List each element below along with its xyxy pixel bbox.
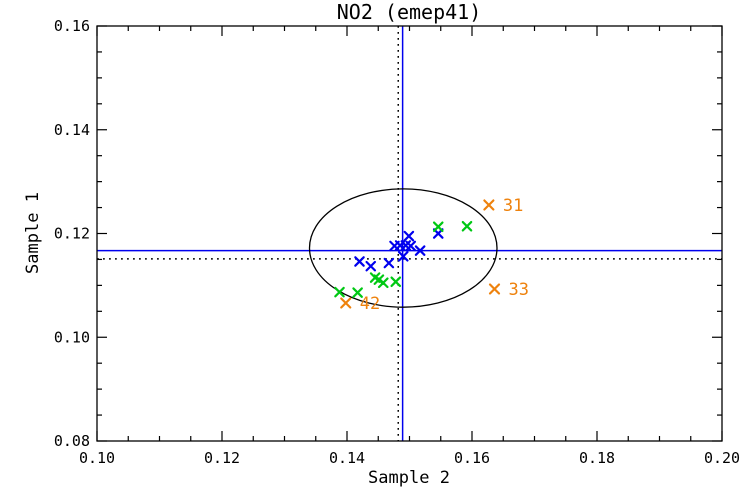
station-number-label: 33 [509, 280, 529, 300]
labeled-outlier-stations-marker [340, 297, 352, 309]
green-stations-marker [432, 221, 444, 233]
x-axis-tick-label: 0.12 [204, 449, 240, 467]
y-axis-tick-label: 0.10 [54, 328, 90, 346]
y-axis-tick-label: 0.12 [54, 225, 90, 243]
green-stations-marker [390, 276, 402, 288]
green-stations-marker [334, 286, 345, 298]
y-axis-tick-label: 0.08 [54, 432, 90, 450]
x-axis-tick-label: 0.16 [454, 449, 490, 467]
y-axis-title: Sample 1 [23, 192, 43, 274]
green-stations-marker [461, 220, 473, 232]
blue-stations-marker [397, 251, 409, 262]
plot-content: 0.10 0.12 0.14 0.16 0.18 0.200.080.100.120.14… [54, 17, 740, 467]
axes-frame [96, 25, 723, 442]
blue-stations-marker [354, 256, 365, 267]
confidence-ellipse [308, 188, 498, 308]
blue-stations-marker [403, 230, 415, 242]
blue-stations-marker [383, 257, 395, 269]
x-axis-tick-label: 0.20 [704, 449, 740, 467]
green-stations-marker [377, 277, 389, 289]
x-axis-tick-label: 0.10 [79, 449, 115, 467]
labeled-outlier-stations-marker [488, 283, 501, 295]
y-axis-tick-label: 0.16 [54, 17, 90, 35]
x-axis-tick-label: 0.18 [579, 449, 615, 467]
blue-stations-marker [414, 245, 426, 256]
station-number-label: 42 [360, 294, 380, 314]
chart-title: NO2 (emep41) [337, 0, 482, 24]
labeled-outlier-stations-marker [483, 199, 495, 211]
station-number-label: 31 [503, 196, 523, 216]
y-axis-tick-label: 0.14 [54, 121, 90, 139]
x-axis-title: Sample 2 [368, 468, 450, 488]
green-stations-marker [352, 287, 363, 298]
blue-stations-marker [365, 260, 377, 272]
x-axis-tick-label: 0.14 [329, 449, 365, 467]
blue-stations-marker [405, 240, 417, 252]
